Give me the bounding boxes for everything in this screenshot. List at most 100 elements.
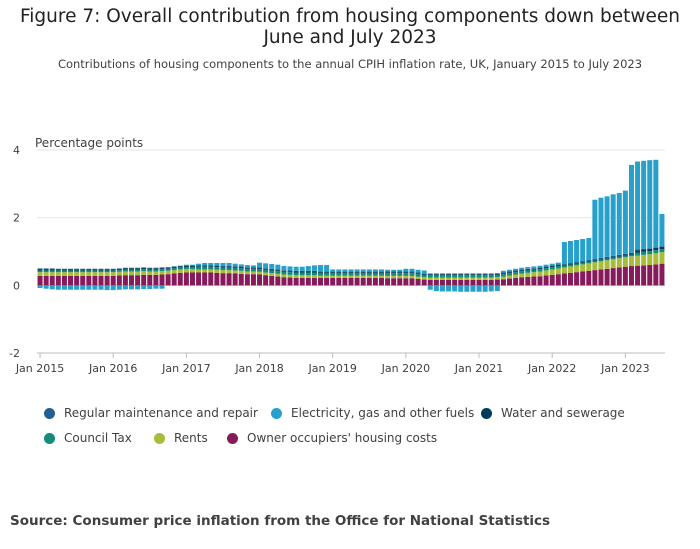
bar-segment-4 (104, 268, 110, 270)
bar-segment-0 (586, 270, 592, 286)
bar-segment-1 (397, 275, 403, 279)
bar-segment-0 (232, 273, 238, 286)
bar-segment-2 (159, 269, 165, 272)
bar-segment-2 (122, 269, 128, 272)
legend-item: Water and sewerage (481, 406, 625, 420)
bar-segment-3 (610, 256, 616, 258)
bar-segment-0 (513, 277, 519, 286)
bar-segment-3 (86, 269, 92, 271)
bar-segment-0 (110, 275, 116, 286)
bar-segment-3 (324, 271, 330, 273)
bar-segment-2 (74, 270, 80, 273)
bar-segment-2 (177, 267, 183, 270)
bar-segment-2 (568, 264, 573, 267)
bar-segment-2 (519, 271, 525, 274)
bar-segment-4 (446, 273, 452, 275)
bar-segment-1 (458, 277, 464, 280)
bar-segment-5 (129, 285, 135, 290)
legend-item: Regular maintenance and repair (44, 406, 258, 420)
bar-segment-3 (116, 269, 122, 271)
bar-segment-1 (49, 272, 55, 276)
bar-segment-3 (269, 269, 275, 271)
bar-segment-1 (525, 272, 531, 277)
bar-segment-4 (427, 273, 433, 275)
bar-segment-5 (397, 269, 403, 272)
bar-segment-5 (354, 269, 360, 272)
bar-segment-3 (177, 266, 183, 268)
bar-segment-4 (238, 266, 244, 268)
bar-segment-4 (348, 271, 354, 272)
bar-segment-4 (116, 268, 122, 270)
bar-segment-5 (641, 160, 647, 249)
bar-segment-5 (409, 268, 415, 272)
bar-segment-5 (208, 263, 214, 266)
bar-segment-1 (586, 263, 592, 271)
bar-segment-3 (525, 269, 531, 271)
chart-title: Figure 7: Overall contribution from hous… (0, 6, 700, 48)
bar-segment-4 (177, 265, 183, 267)
bar-segment-4 (470, 273, 476, 275)
bar-segment-5 (446, 285, 452, 292)
bar-segment-2 (299, 272, 305, 276)
bar-segment-2 (141, 269, 147, 272)
y-tick-label: 0 (13, 279, 20, 292)
bar-segment-5 (604, 196, 610, 257)
bar-segment-0 (122, 275, 128, 286)
bar-segment-3 (470, 274, 476, 276)
bar-segment-5 (110, 285, 116, 291)
bar-segment-0 (92, 275, 98, 286)
bar-segment-0 (287, 277, 293, 286)
bar-segment-4 (574, 261, 580, 263)
bar-segment-0 (299, 277, 305, 286)
bar-segment-0 (507, 278, 513, 286)
bar-segment-0 (476, 279, 482, 286)
bar-segment-3 (147, 268, 153, 270)
bar-segment-1 (537, 271, 543, 277)
bar-segment-0 (409, 278, 415, 286)
bar-segment-0 (183, 272, 189, 286)
bar-segment-1 (43, 272, 49, 276)
bar-segment-4 (263, 268, 269, 269)
bar-segment-2 (616, 256, 622, 259)
bar-segment-4 (507, 271, 513, 273)
bar-segment-2 (403, 273, 409, 276)
bar-segment-3 (214, 266, 220, 268)
bar-segment-5 (470, 285, 476, 292)
bar-segment-2 (439, 275, 445, 278)
bar-segment-3 (421, 273, 427, 275)
bar-segment-2 (232, 267, 238, 271)
bar-segment-5 (403, 268, 409, 272)
bar-segment-4 (257, 267, 263, 269)
bar-segment-4 (98, 268, 104, 270)
bar-segment-4 (74, 268, 80, 270)
bar-segment-0 (549, 274, 555, 286)
bar-segment-0 (196, 272, 202, 286)
bar-segment-2 (513, 272, 519, 275)
bar-segment-3 (226, 266, 232, 268)
bar-segment-1 (55, 272, 61, 276)
bar-segment-4 (171, 266, 177, 268)
bar-segment-3 (141, 268, 147, 270)
bar-segment-5 (147, 285, 153, 290)
bar-segment-4 (537, 267, 543, 269)
bar-segment-4 (330, 271, 336, 272)
bar-segment-2 (635, 252, 641, 256)
bar-segment-1 (366, 275, 372, 278)
bar-segment-3 (336, 271, 342, 273)
bar-segment-4 (189, 265, 195, 267)
bar-segment-5 (214, 263, 220, 266)
bar-segment-1 (354, 275, 360, 278)
bar-segment-3 (287, 271, 293, 273)
bar-segment-4 (61, 268, 67, 270)
bar-segment-0 (531, 276, 537, 286)
bar-segment-0 (324, 277, 330, 286)
bar-segment-0 (281, 277, 287, 286)
bar-segment-1 (507, 275, 513, 279)
bar-segment-2 (659, 249, 665, 253)
bar-segment-5 (104, 285, 110, 291)
bar-segment-5 (653, 159, 659, 248)
bar-segment-1 (372, 275, 378, 278)
bar-segment-4 (110, 268, 116, 270)
bar-segment-3 (378, 271, 384, 273)
x-tick-label: Jan 2018 (234, 362, 283, 375)
